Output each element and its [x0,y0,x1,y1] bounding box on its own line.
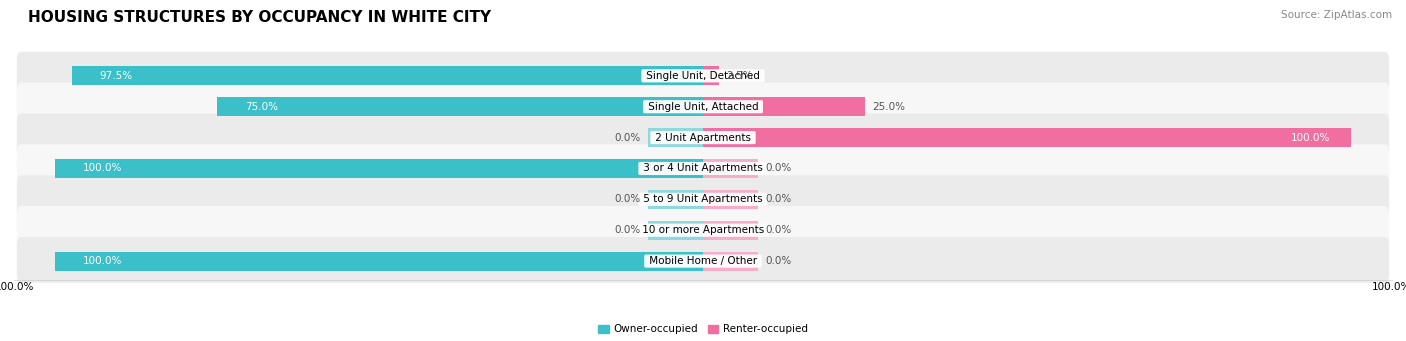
Bar [703,221,758,240]
Text: 100.0%: 100.0% [83,256,122,266]
Text: 25.0%: 25.0% [872,102,905,112]
Bar [218,97,703,116]
FancyBboxPatch shape [17,114,1389,159]
Bar [72,66,703,86]
Text: HOUSING STRUCTURES BY OCCUPANCY IN WHITE CITY: HOUSING STRUCTURES BY OCCUPANCY IN WHITE… [28,10,491,25]
Text: 0.0%: 0.0% [614,225,641,235]
FancyBboxPatch shape [17,175,1389,221]
FancyBboxPatch shape [17,206,1389,252]
Text: 0.0%: 0.0% [765,163,792,174]
Text: 0.0%: 0.0% [614,133,641,143]
Text: 75.0%: 75.0% [245,102,278,112]
Bar [703,159,758,178]
Text: Source: ZipAtlas.com: Source: ZipAtlas.com [1281,10,1392,20]
Text: 3 or 4 Unit Apartments: 3 or 4 Unit Apartments [640,163,766,174]
Bar [648,221,703,240]
Text: Single Unit, Attached: Single Unit, Attached [644,102,762,112]
Text: 0.0%: 0.0% [765,256,792,266]
Text: Mobile Home / Other: Mobile Home / Other [645,256,761,266]
Text: 10 or more Apartments: 10 or more Apartments [638,225,768,235]
FancyBboxPatch shape [17,83,1389,128]
Text: 100.0%: 100.0% [83,163,122,174]
Text: 2.5%: 2.5% [725,71,752,81]
Text: 97.5%: 97.5% [100,71,132,81]
Text: 5 to 9 Unit Apartments: 5 to 9 Unit Apartments [640,194,766,204]
Text: 0.0%: 0.0% [765,225,792,235]
FancyBboxPatch shape [17,237,1389,283]
Bar [55,159,703,178]
Bar [55,252,703,271]
Text: 0.0%: 0.0% [765,194,792,204]
Bar [703,97,865,116]
Bar [703,66,720,86]
Bar [703,128,1351,147]
Bar [703,252,758,271]
Text: 2 Unit Apartments: 2 Unit Apartments [652,133,754,143]
Text: Single Unit, Detached: Single Unit, Detached [643,71,763,81]
Text: 0.0%: 0.0% [614,194,641,204]
Bar [648,128,703,147]
FancyBboxPatch shape [17,144,1389,190]
Bar [648,190,703,209]
Bar [703,190,758,209]
Text: 100.0%: 100.0% [1291,133,1330,143]
Legend: Owner-occupied, Renter-occupied: Owner-occupied, Renter-occupied [595,320,811,338]
FancyBboxPatch shape [17,52,1389,98]
